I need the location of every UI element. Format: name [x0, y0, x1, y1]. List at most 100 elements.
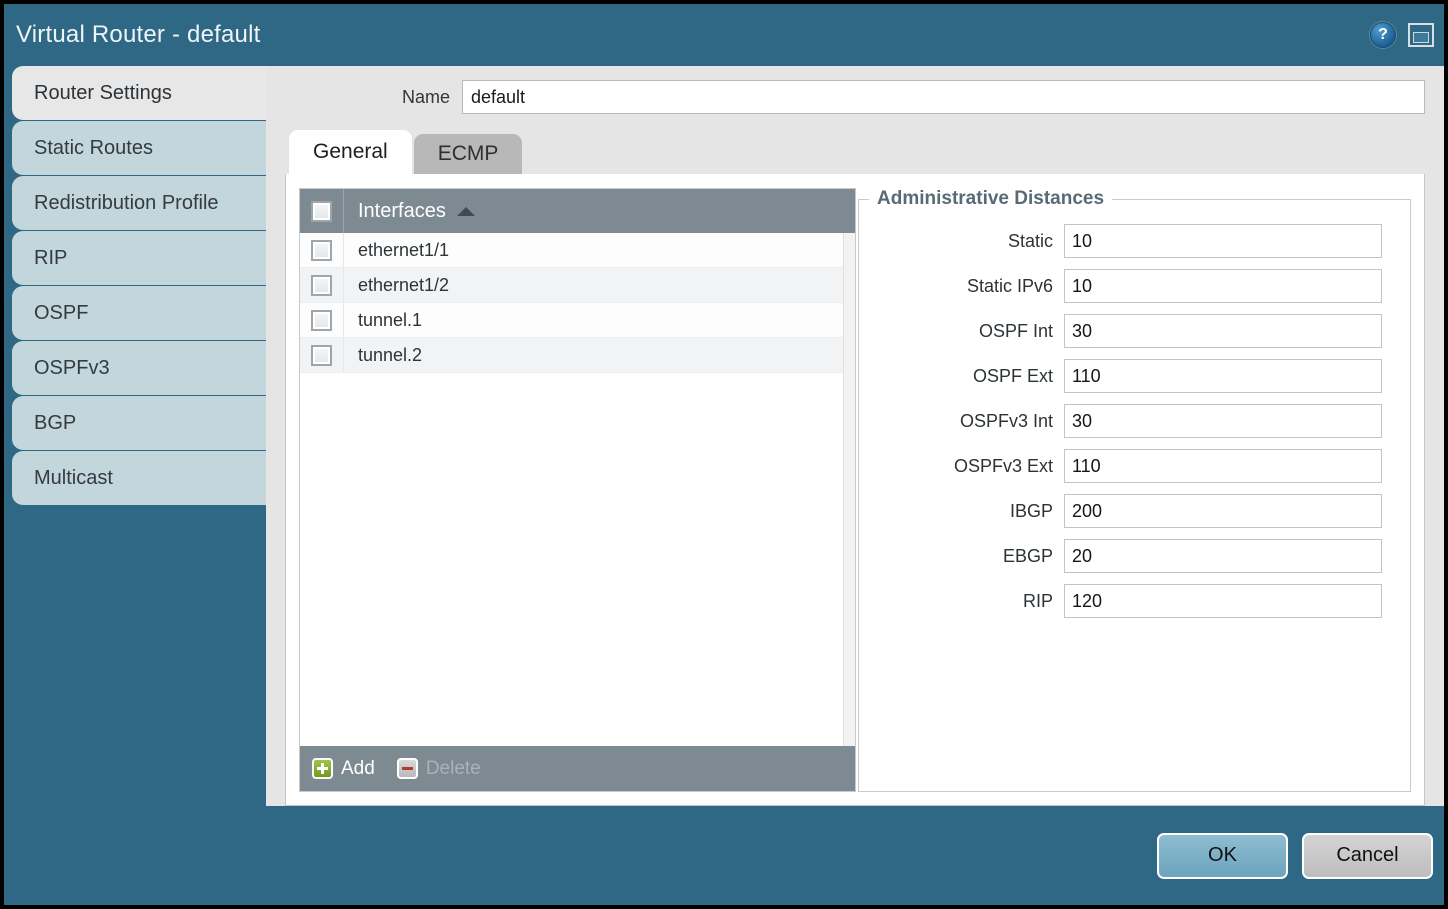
- interfaces-table-header: Interfaces: [300, 189, 855, 233]
- sidebar-item-bgp[interactable]: BGP: [12, 396, 266, 450]
- name-input[interactable]: [462, 80, 1425, 114]
- row-checkbox-cell[interactable]: [300, 233, 344, 267]
- virtual-router-dialog: Virtual Router - default ? Router Settin…: [4, 4, 1444, 905]
- row-checkbox-cell[interactable]: [300, 268, 344, 302]
- admin-distance-label: RIP: [1022, 590, 1053, 611]
- table-row[interactable]: tunnel.1: [300, 303, 855, 338]
- admin-distance-label: IBGP: [1009, 500, 1053, 521]
- delete-button-label: Delete: [425, 757, 481, 779]
- sort-ascending-icon[interactable]: [456, 206, 475, 216]
- tab-label: General: [313, 140, 388, 163]
- administrative-distances-legend: Administrative Distances: [877, 188, 1105, 209]
- sidebar-item-label: BGP: [34, 411, 77, 434]
- interfaces-column-label: Interfaces: [358, 199, 446, 222]
- row-checkbox[interactable]: [311, 344, 332, 366]
- admin-distance-input-ospfv3-int[interactable]: [1064, 404, 1382, 438]
- select-all-cell[interactable]: [300, 189, 344, 233]
- admin-distance-row: RIP: [859, 584, 1382, 618]
- table-row[interactable]: ethernet1/2: [300, 268, 855, 303]
- interfaces-column-header[interactable]: Interfaces: [344, 200, 475, 223]
- dialog-title: Virtual Router - default: [16, 21, 261, 48]
- admin-distance-input-ospf-ext[interactable]: [1064, 359, 1382, 393]
- tab-label: ECMP: [437, 142, 499, 165]
- table-row[interactable]: ethernet1/1: [300, 233, 855, 268]
- admin-distance-row: EBGP: [859, 539, 1382, 573]
- cancel-button[interactable]: Cancel: [1302, 832, 1433, 879]
- sidebar-item-label: OSPF: [34, 301, 89, 324]
- admin-distance-row: Static: [859, 224, 1382, 258]
- tab-general[interactable]: General: [289, 130, 412, 174]
- admin-distance-label: OSPF Ext: [972, 365, 1053, 386]
- row-checkbox[interactable]: [311, 309, 332, 331]
- sidebar-item-ospfv3[interactable]: OSPFv3: [12, 341, 266, 395]
- admin-distance-label: EBGP: [1002, 545, 1053, 566]
- tabs-area: General ECMP Interfaces: [266, 128, 1444, 806]
- table-row[interactable]: tunnel.2: [300, 338, 855, 373]
- tab-panel-general: Interfaces ethernet1/1 ethernet1/2 tunnel.…: [285, 174, 1425, 806]
- admin-distance-label: Static IPv6: [966, 275, 1053, 296]
- row-checkbox[interactable]: [311, 239, 332, 261]
- sidebar-item-multicast[interactable]: Multicast: [12, 451, 266, 505]
- interface-name: tunnel.2: [358, 344, 423, 365]
- select-all-checkbox[interactable]: [311, 200, 332, 222]
- minus-icon: [396, 758, 418, 779]
- admin-distance-input-ospfv3-ext[interactable]: [1064, 449, 1382, 483]
- sidebar-item-ospf[interactable]: OSPF: [12, 286, 266, 340]
- dialog-titlebar: Virtual Router - default ?: [4, 4, 1444, 66]
- sidebar-item-label: Router Settings: [34, 81, 172, 104]
- sidebar-item-label: Redistribution Profile: [34, 191, 219, 214]
- ok-button[interactable]: OK: [1157, 832, 1288, 879]
- admin-distance-input-static-ipv6[interactable]: [1064, 269, 1382, 303]
- table-scrollbar[interactable]: [843, 233, 855, 746]
- admin-distance-input-ospf-int[interactable]: [1064, 314, 1382, 348]
- interfaces-table-toolbar: Add Delete: [300, 746, 855, 791]
- interfaces-table: Interfaces ethernet1/1 ethernet1/2 tunnel.…: [299, 188, 856, 792]
- administrative-distances-panel: Administrative Distances Static Static IP…: [858, 188, 1411, 792]
- sidebar-nav: Router Settings Static Routes Redistributi…: [4, 66, 266, 806]
- sidebar-item-rip[interactable]: RIP: [12, 231, 266, 285]
- admin-distance-label: OSPF Int: [978, 320, 1053, 341]
- sidebar-item-router-settings[interactable]: Router Settings: [12, 66, 266, 120]
- admin-distance-label: OSPFv3 Int: [959, 410, 1053, 431]
- admin-distance-row: OSPF Ext: [859, 359, 1382, 393]
- admin-distance-input-static[interactable]: [1064, 224, 1382, 258]
- tab-ecmp[interactable]: ECMP: [413, 134, 523, 174]
- restore-window-icon[interactable]: [1408, 23, 1434, 47]
- administrative-distances-fieldset: Administrative Distances Static Static IP…: [858, 188, 1411, 792]
- dialog-footer: OK Cancel: [4, 806, 1444, 905]
- admin-distance-row: OSPFv3 Int: [859, 404, 1382, 438]
- plus-icon: [312, 758, 333, 779]
- sidebar-item-label: Static Routes: [34, 136, 153, 159]
- name-label: Name: [401, 86, 450, 107]
- dialog-body: Router Settings Static Routes Redistributi…: [4, 66, 1444, 806]
- admin-distance-row: Static IPv6: [859, 269, 1382, 303]
- row-checkbox[interactable]: [311, 274, 332, 296]
- admin-distance-input-rip[interactable]: [1064, 584, 1382, 618]
- interface-name: ethernet1/2: [358, 274, 450, 295]
- delete-button[interactable]: Delete: [396, 757, 481, 780]
- admin-distance-input-ibgp[interactable]: [1064, 494, 1382, 528]
- interfaces-table-body: ethernet1/1 ethernet1/2 tunnel.1 tunnel.2: [300, 233, 855, 746]
- admin-distance-row: OSPF Int: [859, 314, 1382, 348]
- help-circle-icon[interactable]: ?: [1370, 22, 1396, 48]
- sidebar-item-label: OSPFv3: [34, 356, 110, 379]
- row-checkbox-cell[interactable]: [300, 338, 344, 372]
- content-area: Name General ECMP Interfaces: [266, 66, 1444, 806]
- admin-distance-row: IBGP: [859, 494, 1382, 528]
- admin-distance-label: OSPFv3 Ext: [953, 455, 1053, 476]
- sidebar-item-redistribution-profile[interactable]: Redistribution Profile: [12, 176, 266, 230]
- sidebar-item-static-routes[interactable]: Static Routes: [12, 121, 266, 175]
- admin-distance-input-ebgp[interactable]: [1064, 539, 1382, 573]
- interface-name: ethernet1/1: [358, 239, 450, 260]
- sidebar-item-label: RIP: [34, 246, 68, 269]
- titlebar-icon-group: ?: [1370, 22, 1434, 48]
- add-button[interactable]: Add: [312, 758, 375, 780]
- admin-distance-row: OSPFv3 Ext: [859, 449, 1382, 483]
- tabstrip: General ECMP: [285, 128, 1425, 174]
- add-button-label: Add: [341, 757, 375, 779]
- name-row: Name: [266, 66, 1444, 128]
- admin-distance-label: Static: [1007, 230, 1053, 251]
- interface-name: tunnel.1: [358, 309, 423, 330]
- row-checkbox-cell[interactable]: [300, 303, 344, 337]
- sidebar-item-label: Multicast: [34, 466, 113, 489]
